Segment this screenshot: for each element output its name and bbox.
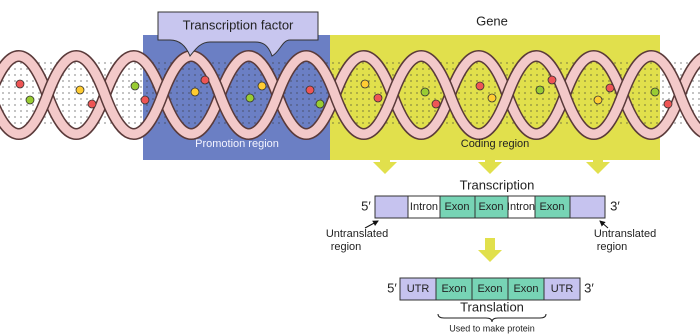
three-prime: 3′: [610, 198, 620, 213]
segment-label: Exon: [477, 283, 502, 295]
segment-label: UTR: [407, 283, 430, 295]
five-prime: 5′: [361, 198, 371, 213]
dna-helix: [0, 50, 700, 140]
untranslated-label: Untranslated: [326, 228, 388, 240]
three-prime: 3′: [584, 280, 594, 295]
segment-label: Exon: [478, 201, 503, 213]
pointer-arrow: [364, 220, 379, 229]
region-label: Coding region: [461, 138, 530, 150]
segment-label: Intron: [507, 201, 535, 213]
translation-title: Translation: [460, 299, 524, 314]
translation-note: Used to make protein: [449, 323, 535, 333]
segment-label: UTR: [551, 283, 574, 295]
five-prime: 5′: [387, 280, 397, 295]
segment-label: Exon: [444, 201, 469, 213]
transcription-factor-box: [157, 11, 319, 57]
brace: [437, 313, 547, 323]
transcription-factor-label: Transcription factor: [183, 17, 294, 32]
segment-label: Exon: [539, 201, 564, 213]
mrna-strand: [374, 195, 606, 219]
untranslated-label: region: [331, 241, 362, 253]
untranslated-label: region: [597, 241, 628, 253]
segment-label: Exon: [441, 283, 466, 295]
segment-label: Intron: [410, 201, 438, 213]
transcription-title: Transcription: [460, 177, 535, 192]
segment-label: Exon: [513, 283, 538, 295]
region-label: Promotion region: [195, 138, 279, 150]
mature-strand: [399, 277, 581, 301]
pointer-arrow: [599, 220, 609, 229]
untranslated-label: Untranslated: [594, 228, 656, 240]
gene-label: Gene: [476, 13, 508, 28]
flow-arrows: [373, 150, 610, 262]
